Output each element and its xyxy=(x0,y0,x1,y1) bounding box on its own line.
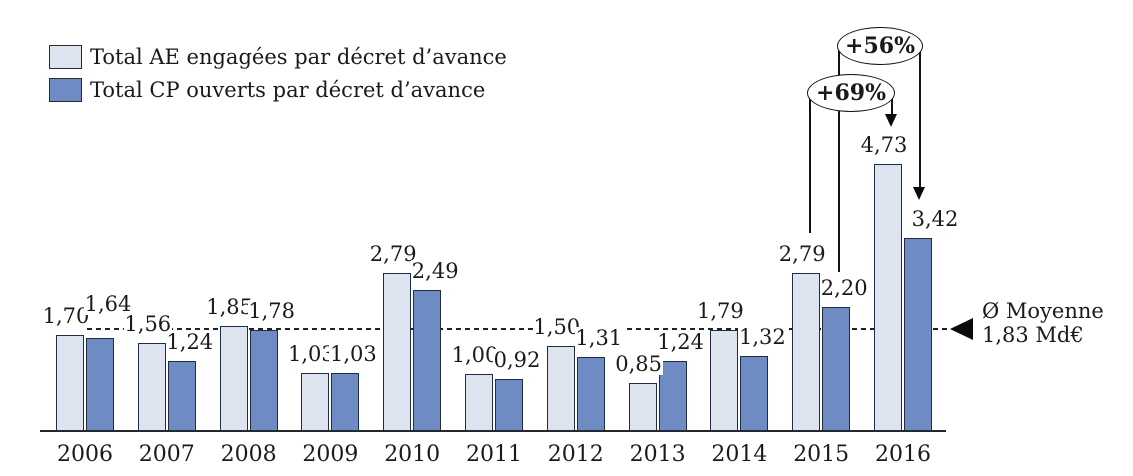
bar-cp-2013 xyxy=(658,361,687,431)
bar-label-cp-2016: 3,42 xyxy=(911,207,959,231)
legend-label-cp: Total CP ouverts par décret d’avance xyxy=(90,78,486,102)
bar-ae-2013 xyxy=(628,383,657,431)
bar-label-cp-2008: 1,78 xyxy=(247,299,296,323)
legend-label-ae: Total AE engagées par décret d’avance xyxy=(90,45,507,69)
annotation-label-plus69: +69% xyxy=(816,80,886,106)
bar-label-ae-2012: 1,50 xyxy=(532,315,581,339)
bar-label-cp-2011: 0,92 xyxy=(493,348,541,372)
bar-label-cp-2010: 2,49 xyxy=(411,259,460,283)
bar-label-cp-2014: 1,32 xyxy=(738,325,787,349)
bar-ae-2009 xyxy=(301,373,330,431)
x-tick-2007: 2007 xyxy=(138,442,195,467)
arrow-down-69-icon xyxy=(885,114,897,127)
bar-cp-2014 xyxy=(740,356,769,431)
connector-69-to-2016-ae xyxy=(891,95,893,116)
connector-56-to-2016-cp xyxy=(919,50,921,188)
bar-cp-2006 xyxy=(86,338,114,431)
bar-cp-2012 xyxy=(576,357,605,431)
connector-56-from-2015-cp xyxy=(838,45,840,272)
annotation-bubble-plus69: +69% xyxy=(807,74,895,112)
bar-label-cp-2009: 1,03 xyxy=(329,342,378,366)
x-tick-2013: 2013 xyxy=(629,442,686,467)
average-dashed-line xyxy=(87,328,948,330)
legend-item-ae: Total AE engagées par décret d’avance xyxy=(49,45,507,69)
bar-label-ae-2006: 1,70 xyxy=(42,304,90,328)
x-tick-2009: 2009 xyxy=(302,442,359,467)
bar-label-ae-2015: 2,79 xyxy=(778,242,827,266)
bar-ae-2008 xyxy=(219,326,248,431)
legend-swatch-cp-icon xyxy=(49,78,82,102)
bar-cp-2010 xyxy=(413,290,442,431)
bar-label-ae-2009: 1,03 xyxy=(287,342,336,366)
average-label: Ø Moyenne 1,83 Md€ xyxy=(982,299,1104,347)
bar-label-ae-2016: 4,73 xyxy=(860,133,908,157)
bar-ae-2015 xyxy=(792,273,821,431)
bar-label-ae-2010: 2,79 xyxy=(369,242,418,266)
bar-cp-2016 xyxy=(904,238,932,431)
bar-label-cp-2007: 1,24 xyxy=(165,330,214,354)
bar-cp-2009 xyxy=(331,373,360,431)
bar-label-ae-2011: 1,00 xyxy=(451,343,499,367)
bar-label-ae-2008: 1,85 xyxy=(205,295,254,319)
x-tick-2014: 2014 xyxy=(711,442,768,467)
x-tick-2012: 2012 xyxy=(547,442,604,467)
bar-label-cp-2013: 1,24 xyxy=(656,330,705,354)
bar-label-cp-2006: 1,64 xyxy=(84,292,132,316)
bar-cp-2011 xyxy=(495,379,523,431)
legend: Total AE engagées par décret d’avance To… xyxy=(49,45,507,102)
average-label-line2: 1,83 Md€ xyxy=(982,323,1084,347)
bar-cp-2015 xyxy=(822,307,851,431)
average-arrow-left-icon xyxy=(950,318,973,340)
connector-69-from-2015-ae xyxy=(809,92,811,233)
bar-ae-2011 xyxy=(465,374,493,431)
x-tick-2010: 2010 xyxy=(384,442,441,467)
x-tick-2016: 2016 xyxy=(875,442,931,467)
bar-ae-2014 xyxy=(710,330,739,431)
bar-label-ae-2007: 1,56 xyxy=(123,312,172,336)
arrow-down-56-icon xyxy=(913,187,925,200)
bar-label-cp-2015: 2,20 xyxy=(820,276,869,300)
bar-ae-2012 xyxy=(546,346,575,431)
legend-swatch-ae-icon xyxy=(49,45,82,69)
bar-ae-2016 xyxy=(874,164,902,431)
bar-cp-2007 xyxy=(167,361,196,431)
bar-ae-2006 xyxy=(56,335,84,431)
annotation-label-plus56: +56% xyxy=(845,33,915,59)
annotation-bubble-plus56: +56% xyxy=(837,27,923,65)
x-tick-2011: 2011 xyxy=(466,442,522,467)
x-tick-2006: 2006 xyxy=(57,442,113,467)
bar-ae-2010 xyxy=(383,273,412,431)
bar-cp-2008 xyxy=(249,330,278,431)
x-axis-line xyxy=(40,430,946,432)
average-label-line1: Ø Moyenne xyxy=(982,299,1104,323)
bar-label-ae-2013: 0,85 xyxy=(614,352,663,376)
bar-label-cp-2012: 1,31 xyxy=(574,326,623,350)
legend-item-cp: Total CP ouverts par décret d’avance xyxy=(49,78,507,102)
x-tick-2008: 2008 xyxy=(220,442,277,467)
x-tick-2015: 2015 xyxy=(793,442,850,467)
bar-label-ae-2014: 1,79 xyxy=(696,299,745,323)
bar-ae-2007 xyxy=(137,343,166,431)
